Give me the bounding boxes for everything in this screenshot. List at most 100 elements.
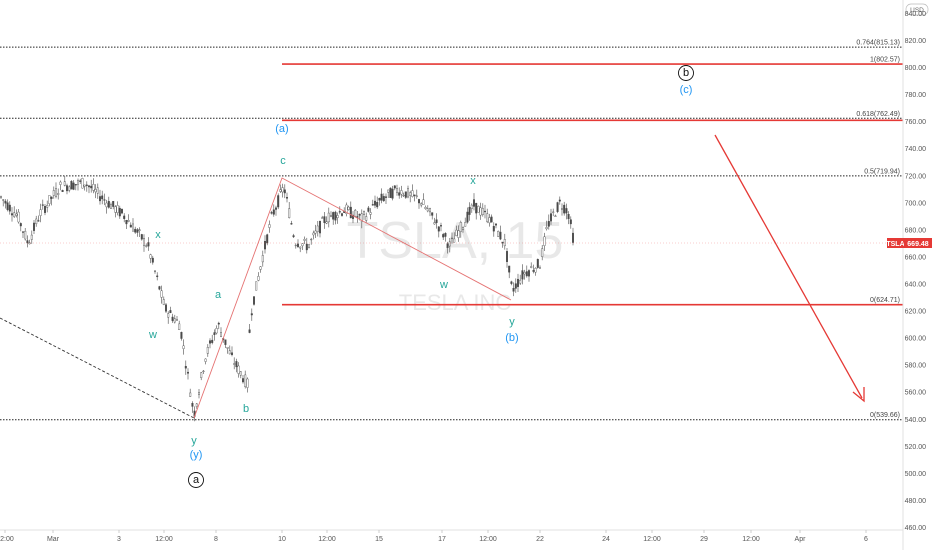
candle-body [156, 275, 159, 278]
candle-body [365, 216, 368, 221]
last-price-label: 669.48 [907, 241, 929, 248]
candle-body [44, 206, 47, 213]
fibonacci-levels[interactable]: 0.764(815.13) 1(802.57) 0.618(762.49) 0.5(7… [0, 40, 903, 421]
candle-body [149, 254, 152, 259]
candle-body [473, 199, 476, 207]
candle-body [175, 319, 178, 321]
candle-body [261, 255, 264, 263]
candle-body [37, 220, 40, 222]
watermark-company: TESLA INC [399, 290, 512, 315]
candle-body [488, 217, 491, 224]
currency-label: USD [910, 7, 924, 14]
candle-body [142, 238, 145, 246]
candle-body [477, 205, 480, 213]
candle-body [213, 332, 216, 335]
candle-body [4, 200, 7, 204]
price-tick-label: 680.00 [905, 227, 927, 234]
candle-body [153, 270, 156, 272]
fib-level-label: 0(624.71) [870, 297, 900, 304]
candle-body [455, 229, 458, 236]
projection-arrow-line[interactable] [714, 134, 863, 399]
candle-body [255, 281, 258, 291]
drawings[interactable] [0, 134, 865, 419]
time-tick-label: 24 [602, 536, 610, 543]
candle-body [431, 212, 434, 216]
candle-body [24, 230, 27, 240]
price-tick-label: 480.00 [905, 498, 927, 505]
candle-body [396, 188, 399, 193]
candle-body [138, 229, 141, 231]
wave-label: (c) [680, 84, 693, 96]
candle-body [299, 246, 302, 249]
wave-triangle[interactable] [193, 177, 512, 419]
candle-body [114, 206, 117, 213]
candle-body [35, 218, 38, 225]
candle-body [145, 245, 148, 247]
candle-body [279, 189, 282, 192]
candle-body [501, 241, 504, 244]
fib-level-label: 0.764(815.13) [856, 40, 900, 47]
candle-body [283, 189, 286, 194]
fib-level-label: 0.5(719.94) [864, 168, 900, 175]
candle-body [63, 181, 66, 186]
candle-body [186, 371, 189, 374]
candle-body [41, 204, 44, 206]
candle-body [140, 234, 143, 240]
candle-body [391, 188, 394, 199]
candle-body [499, 231, 502, 240]
candle-body [525, 271, 528, 277]
candle-body [543, 236, 546, 246]
price-tick-label: 540.00 [905, 417, 927, 424]
candle-body [98, 196, 101, 202]
candle-body [310, 238, 313, 241]
wave-label: (a) [275, 123, 288, 135]
symbol-tag-label: TSLA [886, 241, 904, 248]
time-axis[interactable]: 12:00 Mar 3 12:00 8 10 12:00 15 17 12:00 22 24 12:00… [0, 529, 903, 543]
candle-body [470, 204, 473, 210]
candle-body [55, 188, 58, 197]
candle-body [257, 276, 260, 281]
candle-body [404, 191, 407, 198]
candle-body [290, 223, 293, 225]
candle-body [70, 181, 73, 190]
price-axis[interactable]: USD 460.00 480.00 500.00 520.00 540.00 560.00… [902, 0, 929, 550]
candle-body [521, 270, 524, 280]
candle-body [217, 322, 220, 325]
currency-badge[interactable] [905, 3, 929, 16]
candle-body [17, 211, 20, 223]
candle-body [270, 212, 273, 214]
wave-label: y [191, 435, 197, 447]
candle-body [464, 222, 467, 227]
last-price-marker: TSLA 669.48 [0, 238, 932, 248]
candle-body [358, 213, 361, 216]
candle-body [382, 196, 385, 202]
candle-body [565, 208, 568, 214]
candle-body [182, 345, 185, 349]
candle-body [486, 213, 489, 222]
candle-body [200, 372, 203, 378]
candle-body [120, 208, 123, 214]
candle-body [363, 211, 366, 216]
time-tick-label: 17 [438, 536, 446, 543]
candle-body [321, 217, 324, 219]
candle-body [437, 226, 440, 232]
candle-body [536, 259, 539, 268]
candle-body [459, 222, 462, 232]
candle-body [572, 232, 575, 243]
candle-body [327, 212, 330, 223]
candle-body [532, 270, 535, 272]
candle-body [481, 208, 484, 216]
candle-body [539, 267, 542, 269]
dashed-trendline[interactable] [0, 317, 195, 419]
candle-body [109, 204, 112, 209]
wave-degree-circle [678, 65, 694, 81]
candle-body [345, 204, 348, 214]
candle-body [171, 316, 174, 321]
symbol-tag [887, 238, 904, 248]
price-tick-label: 580.00 [905, 363, 927, 370]
candle-body [48, 195, 51, 204]
candle-body [519, 279, 522, 284]
candle-body [312, 232, 315, 236]
